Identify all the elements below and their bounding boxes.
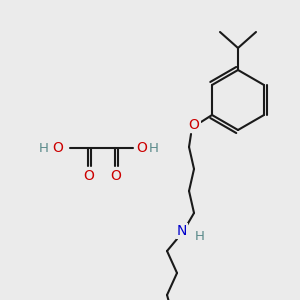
Text: N: N — [177, 224, 187, 238]
Text: O: O — [136, 141, 147, 155]
Text: H: H — [39, 142, 49, 154]
Text: O: O — [84, 169, 94, 183]
Text: O: O — [189, 118, 200, 132]
Text: H: H — [149, 142, 159, 154]
Text: H: H — [195, 230, 205, 242]
Text: O: O — [52, 141, 63, 155]
Text: O: O — [111, 169, 122, 183]
